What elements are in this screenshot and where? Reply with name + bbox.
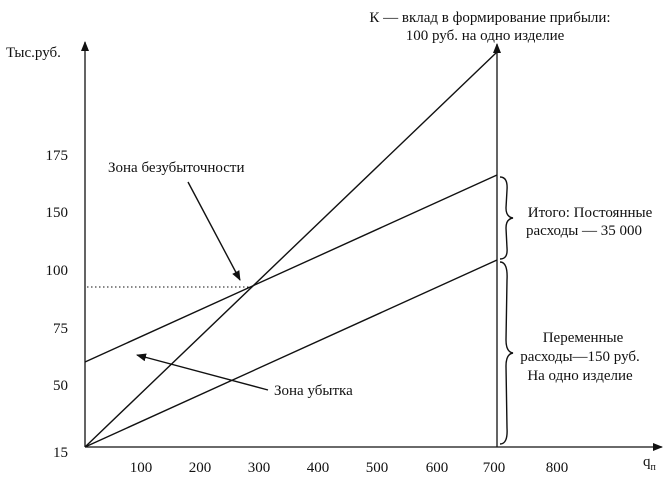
x-tick-label: 200	[189, 460, 212, 476]
y-tick-label: 50	[53, 378, 68, 394]
x-tick-label: 500	[366, 460, 389, 476]
y-tick-label: 100	[46, 263, 69, 279]
y-ticks: 15 50 75 100 150 175	[46, 148, 69, 461]
variable-cost-note: расходы—150 руб.	[520, 349, 640, 365]
fixed-cost-note: Итого: Постоянные	[528, 205, 653, 221]
x-axis-label: qп	[643, 454, 657, 473]
x-tick-label: 100	[130, 460, 153, 476]
fixed-brace	[499, 176, 514, 260]
x-tick-label: 400	[307, 460, 330, 476]
x-tick-label: 700	[483, 460, 506, 476]
revenue-note: 100 руб. на одно изделие	[406, 28, 565, 44]
x-tick-label: 800	[546, 460, 569, 476]
y-tick-label: 175	[46, 148, 69, 164]
loss-arrow	[136, 353, 269, 391]
y-tick-label: 75	[53, 321, 68, 337]
fixed-cost-note: расходы — 35 000	[526, 223, 642, 239]
revenue-line	[84, 51, 498, 448]
variable-cost-line	[84, 259, 498, 448]
total-cost-line	[84, 174, 498, 363]
x-tick-label: 300	[248, 460, 271, 476]
variable-brace	[499, 261, 514, 445]
break-even-arrow	[187, 181, 241, 281]
variable-cost-note: На одно изделие	[527, 368, 633, 384]
x-axis-label-sub: п	[651, 462, 657, 473]
revenue-note: К — вклад в формирование прибыли:	[369, 10, 610, 26]
y-tick-label: 150	[46, 205, 69, 221]
x-tick-label: 600	[426, 460, 449, 476]
loss-label: Зона убытка	[274, 383, 353, 399]
x-axis-label-main: q	[643, 454, 651, 470]
variable-cost-note: Переменные	[543, 330, 624, 346]
y-axis-label: Тыс.руб.	[6, 45, 61, 61]
x-ticks: 100 200 300 400 500 600 700 800	[130, 460, 569, 476]
y-tick-label: 15	[53, 445, 68, 461]
break-even-label: Зона безубыточности	[108, 160, 245, 176]
